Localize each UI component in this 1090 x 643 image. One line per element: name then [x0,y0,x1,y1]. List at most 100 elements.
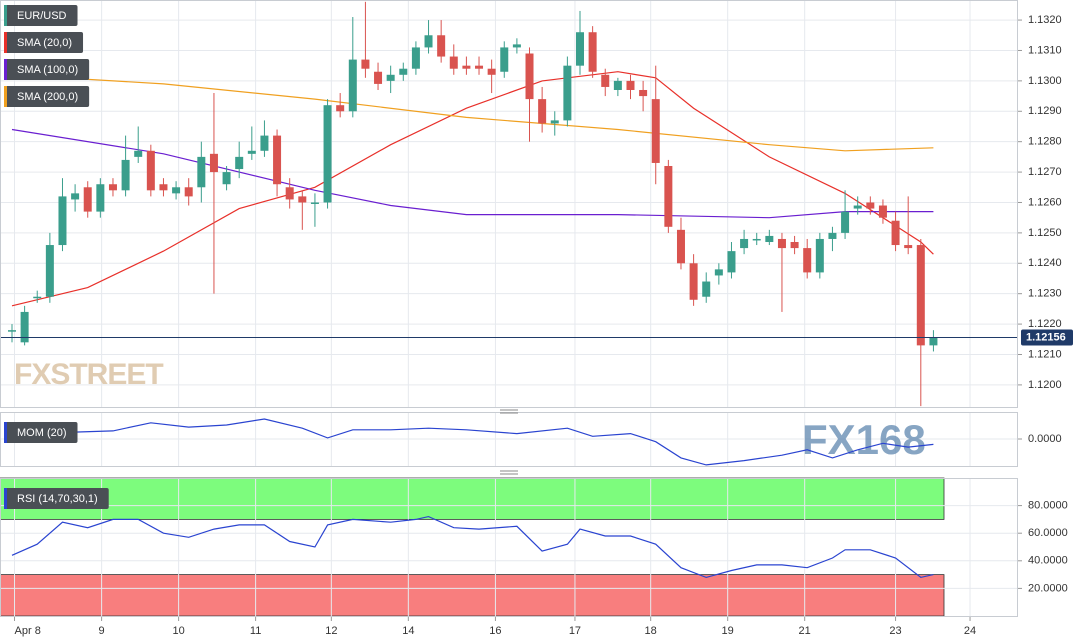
x-tick-label: 9 [99,625,105,637]
candle-body [209,153,218,173]
candle-body [676,229,685,264]
y-tick-label: 40.0000 [1028,555,1068,567]
y-tick-label: 1.1320 [1028,14,1062,26]
rsi-panel-border [0,478,1018,617]
y-tick-label: 0.0000 [1028,433,1062,445]
legend-item: MOM (20) [4,422,78,443]
candle-body [866,202,875,209]
x-tick-label: 16 [489,625,501,637]
indicator-line [11,418,934,466]
y-tick-label: 1.1220 [1028,318,1062,330]
candle-body [613,80,622,90]
candle-body [83,187,92,212]
sma-line [11,71,934,307]
panel-handle[interactable] [500,409,518,475]
rsi-band [0,574,945,617]
x-tick-label: 10 [172,625,184,637]
candle-body [399,68,408,75]
y-tick-label: 1.1300 [1028,75,1062,87]
candle-body [108,184,117,191]
candle-body [45,245,54,297]
y-tick-label: 80.0000 [1028,500,1068,512]
legend-label: SMA (20,0) [17,37,72,49]
x-tick-label: 17 [569,625,581,637]
legend-item: SMA (200,0) [4,86,90,107]
watermark: FXSTREET [14,358,163,391]
candle-body [538,99,547,124]
candle-body [197,156,206,188]
candle-body [714,269,723,276]
y-tick-label: 1.1270 [1028,166,1062,178]
candle-body [424,35,433,48]
candle-body [841,211,850,233]
legend-swatch [4,5,7,26]
legend-label: SMA (100,0) [17,64,78,76]
candle-body [121,159,130,191]
candle-body [411,47,420,69]
candle-body [134,150,143,157]
legend-swatch [4,488,7,509]
candle-body [651,99,660,163]
y-tick-label: 20.0000 [1028,582,1068,594]
indicator-line [11,515,934,579]
candle-body [828,232,837,239]
candle-body [7,330,16,332]
candle-body [298,196,307,203]
candle-body [260,135,269,151]
x-tick-label: Apr 8 [15,625,41,637]
candle-body [550,120,559,124]
legend-box [4,86,90,107]
candle-body [247,150,256,154]
candle-body [576,32,585,66]
candle-body [500,47,509,72]
legend-item: RSI (14,70,30,1) [4,488,109,509]
legend-swatch [4,422,7,443]
candle-body [626,80,635,90]
main-panel-border [0,0,1018,408]
legend-label: MOM (20) [17,427,67,439]
candle-body [891,220,900,246]
y-tick-label: 1.1260 [1028,196,1062,208]
candle-body [525,53,534,100]
candle-body [323,105,332,203]
candle-body [815,238,824,273]
legend-label: RSI (14,70,30,1) [17,493,98,505]
x-tick-label: 11 [250,625,261,637]
candle-body [20,311,29,343]
legend-box [4,488,109,509]
candle-body [777,238,786,249]
candle-body [159,184,168,191]
candle-body [765,235,774,243]
watermark: FX168 [802,416,926,463]
candle-body [512,44,521,48]
candle-body [361,59,370,69]
x-tick-label: 19 [722,625,734,637]
last-price-box [1021,329,1073,346]
candle-body [273,135,282,185]
candle-body [146,150,155,191]
candle-body [449,56,458,69]
legend-swatch [4,59,7,80]
x-tick-label: 21 [799,625,811,637]
x-tick-label: 24 [964,625,976,637]
candle-body [916,245,925,346]
rsi-band [0,477,945,520]
y-tick-label: 1.1250 [1028,227,1062,239]
legend-box [4,5,78,26]
candle-body [348,59,357,112]
legend-swatch [4,32,7,53]
candle-body [588,32,597,72]
candle-body [904,245,913,249]
legend-label: SMA (200,0) [17,91,78,103]
candle-body [58,196,67,246]
candle-body [235,156,244,170]
candle-body [601,74,610,87]
legend-box [4,32,84,53]
candle-body [689,263,698,300]
candle-body [172,187,181,194]
candle-body [462,65,471,69]
y-tick-label: 1.1230 [1028,288,1062,300]
candle-body [374,71,383,84]
candle-body [285,187,294,200]
